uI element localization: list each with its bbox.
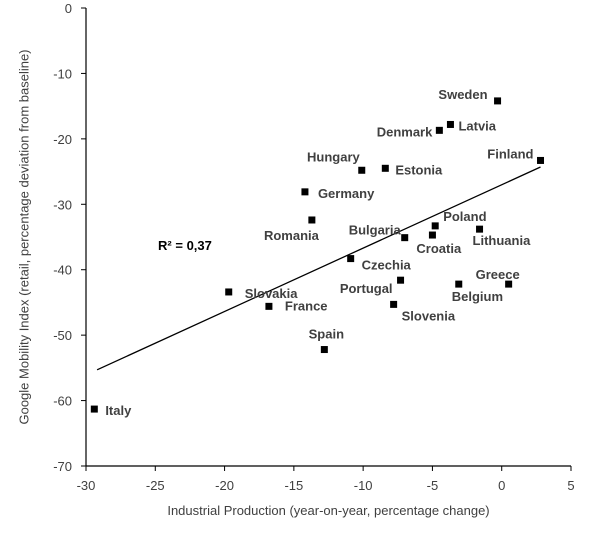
label-italy: Italy: [105, 403, 132, 418]
x-tick-label: -10: [354, 478, 373, 493]
label-romania: Romania: [264, 228, 320, 243]
label-bulgaria: Bulgaria: [349, 223, 402, 238]
x-tick-label: -5: [427, 478, 439, 493]
label-lithuania: Lithuania: [473, 233, 532, 248]
label-estonia: Estonia: [395, 162, 443, 177]
r-squared-annotation: R² = 0,37: [158, 238, 212, 253]
point-france: [265, 303, 272, 310]
label-spain: Spain: [309, 327, 344, 342]
point-slovenia: [390, 301, 397, 308]
x-tick-label: -25: [146, 478, 165, 493]
point-poland: [432, 222, 439, 229]
data-points: [91, 97, 544, 412]
label-sweden: Sweden: [438, 87, 487, 102]
x-axis-title: Industrial Production (year-on-year, per…: [167, 503, 489, 518]
point-sweden: [494, 97, 501, 104]
label-greece: Greece: [476, 267, 520, 282]
point-finland: [537, 157, 544, 164]
point-croatia: [429, 232, 436, 239]
label-hungary: Hungary: [307, 149, 361, 164]
label-finland: Finland: [487, 146, 533, 161]
point-czechia: [347, 255, 354, 262]
label-portugal: Portugal: [340, 281, 393, 296]
point-latvia: [447, 121, 454, 128]
x-tick-label: 0: [498, 478, 505, 493]
label-germany: Germany: [318, 186, 375, 201]
y-tick-label: 0: [65, 1, 72, 16]
point-belgium: [455, 281, 462, 288]
point-estonia: [382, 165, 389, 172]
label-croatia: Croatia: [416, 241, 462, 256]
label-belgium: Belgium: [452, 289, 503, 304]
y-axis-title: Google Mobility Index (retail, percentag…: [17, 49, 32, 424]
y-tick-label: -20: [53, 132, 72, 147]
point-spain: [321, 346, 328, 353]
point-italy: [91, 406, 98, 413]
y-tick-label: -50: [53, 328, 72, 343]
point-hungary: [358, 167, 365, 174]
y-tick-label: -60: [53, 394, 72, 409]
y-tick-label: -30: [53, 197, 72, 212]
x-tick-label: 5: [567, 478, 574, 493]
label-latvia: Latvia: [458, 118, 496, 133]
point-germany: [301, 188, 308, 195]
y-tick-label: -40: [53, 263, 72, 278]
label-czechia: Czechia: [362, 258, 412, 273]
label-poland: Poland: [443, 209, 486, 224]
point-lithuania: [476, 226, 483, 233]
x-tick-label: -20: [215, 478, 234, 493]
x-tick-label: -15: [284, 478, 303, 493]
label-france: France: [285, 298, 328, 313]
point-romania: [308, 216, 315, 223]
point-slovakia: [225, 288, 232, 295]
label-denmark: Denmark: [377, 124, 433, 139]
y-tick-label: -10: [53, 66, 72, 81]
label-slovenia: Slovenia: [402, 308, 456, 323]
y-tick-label: -70: [53, 459, 72, 474]
point-portugal: [397, 277, 404, 284]
point-denmark: [436, 127, 443, 134]
x-tick-label: -30: [77, 478, 96, 493]
point-bulgaria: [401, 234, 408, 241]
